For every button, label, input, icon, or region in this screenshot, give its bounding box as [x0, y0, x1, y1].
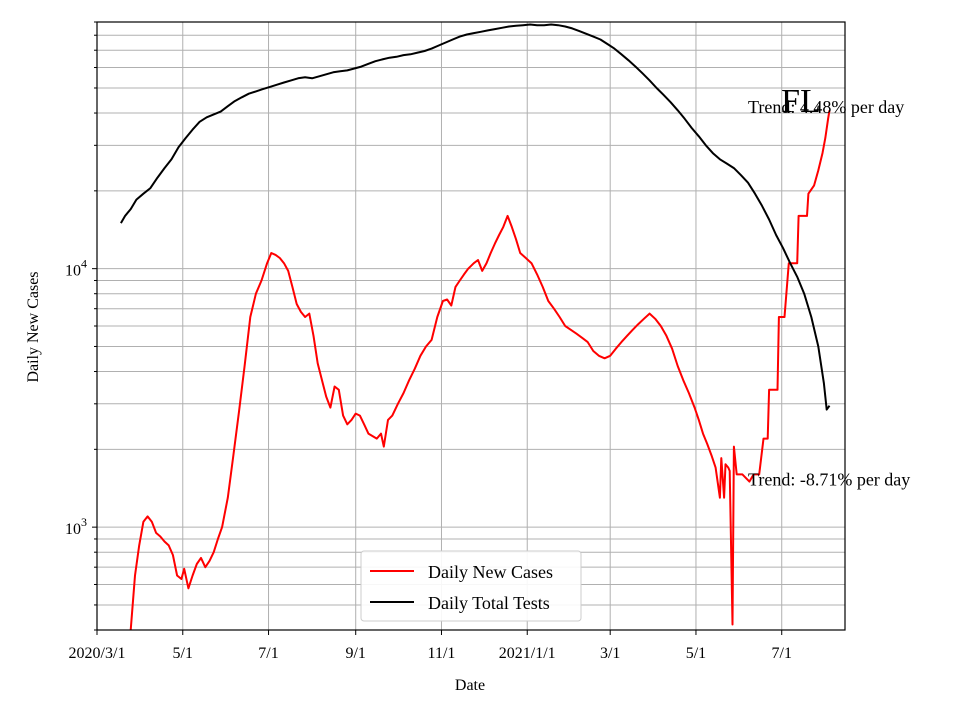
series-layer [120, 23, 831, 631]
x-axis-title: Date [455, 677, 485, 694]
legend-box [360, 550, 582, 622]
x-tick-label: 2021/1/1 [499, 645, 556, 662]
ticks: 2020/3/1 5/1 7/1 9/1 11/1 2021/1/1 3/1 5/1 7/1 10… [65, 21, 792, 662]
y-tick-label: 103 [65, 515, 87, 538]
y-axis-title: Daily New Cases [25, 271, 42, 382]
x-tick-label: 5/1 [173, 645, 193, 662]
y-tick-label: 104 [65, 257, 87, 280]
legend: Daily New Cases Daily Total Tests [360, 550, 582, 622]
x-tick-label: 11/1 [428, 645, 456, 662]
x-tick-label: 9/1 [345, 645, 365, 662]
legend-label-daily-new-cases: Daily New Cases [428, 562, 553, 582]
annotations: Trend: 4.48% per day Trend: -8.71% per da… [748, 97, 910, 489]
state-label: FL [781, 83, 821, 120]
legend-label-daily-total-tests: Daily Total Tests [428, 593, 550, 613]
x-tick-label: 2020/3/1 [69, 645, 126, 662]
x-tick-label: 3/1 [600, 645, 620, 662]
trend-annotation: Trend: -8.71% per day [748, 469, 910, 489]
x-tick-label: 7/1 [258, 645, 278, 662]
series-line-daily-new-cases [129, 110, 831, 631]
trend-annotation: Trend: 4.48% per day [748, 97, 904, 117]
x-tick-label: 7/1 [772, 645, 792, 662]
x-tick-label: 5/1 [686, 645, 706, 662]
grid [96, 21, 845, 631]
series-line-daily-total-tests [120, 23, 831, 411]
